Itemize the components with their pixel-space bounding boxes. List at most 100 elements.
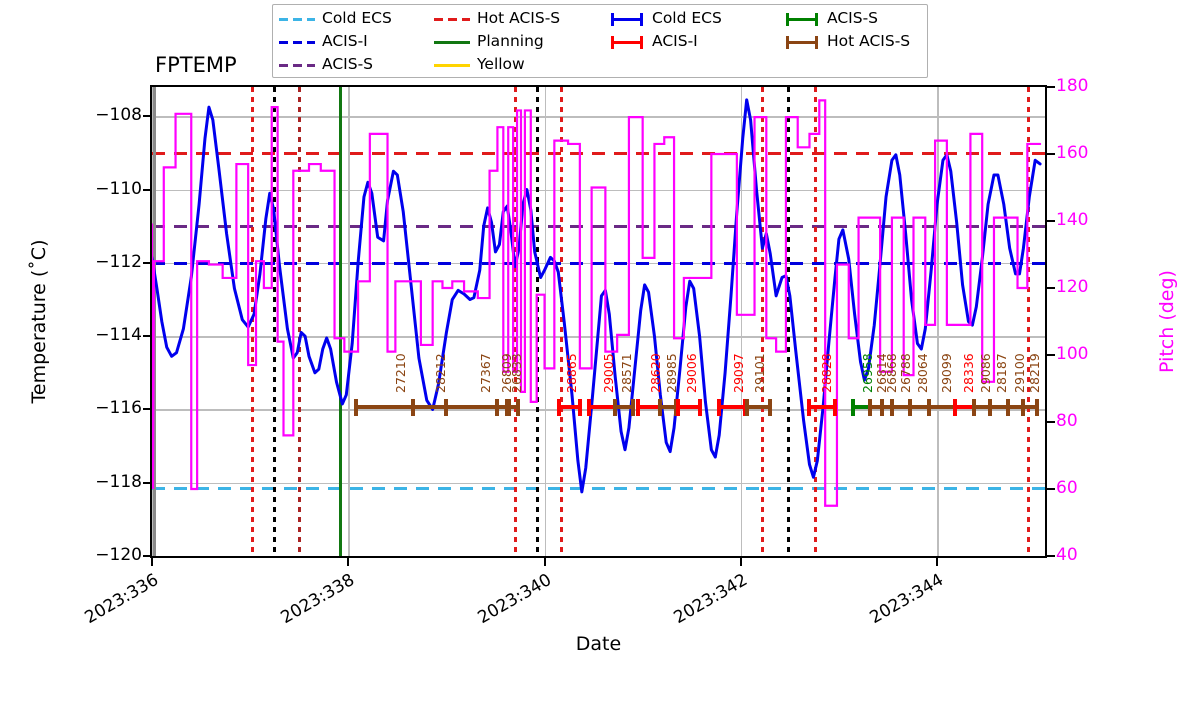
limit-line-acis-s (152, 225, 1045, 229)
y-tick-mark-right (1047, 220, 1055, 222)
obsid-label: 28985 (664, 352, 680, 393)
legend-item-acis-s-8: ACIS-S (784, 7, 935, 30)
legend-item-label: Yellow (477, 54, 525, 73)
legend-item-acis-s-2: ACIS-S (279, 53, 434, 76)
vertical-marker-9 (786, 87, 790, 556)
plot-title: FPTEMP (155, 53, 237, 77)
limit-line-cold-ecs (152, 487, 1045, 491)
grid-line-vertical (740, 87, 743, 556)
obsid-label: 28064 (915, 352, 931, 393)
limit-line-hot-acis-s (152, 151, 1045, 155)
legend-item-label: Hot ACIS-S (477, 8, 561, 27)
legend-item-cold-ecs-0: Cold ECS (279, 7, 434, 30)
y-tick-label-right: 100 (1056, 344, 1089, 364)
obsid-segment (446, 404, 498, 409)
obsid-segment (1023, 404, 1038, 409)
x-tick-mark (936, 558, 939, 566)
legend-swatch-icon (434, 35, 470, 49)
y-tick-label-right: 120 (1056, 277, 1089, 297)
obsid-segment (746, 404, 771, 409)
vertical-marker-4 (339, 87, 343, 556)
obsid-label: 28187 (993, 352, 1009, 393)
obsid-tick (768, 398, 773, 416)
y-tick-mark (143, 115, 151, 118)
obsid-label: 26788 (897, 352, 913, 393)
obsid-label: 26833 (509, 352, 525, 393)
obsid-segment (929, 404, 955, 409)
legend-swatch-icon (609, 35, 645, 49)
obsid-segment (588, 404, 616, 409)
obsid-segment (719, 404, 745, 409)
grid-line-horizontal (152, 482, 1045, 485)
obsid-tick (635, 398, 640, 416)
obsid-segment (413, 404, 447, 409)
legend-item-cold-ecs-6: Cold ECS (609, 7, 784, 30)
chart-legend: Cold ECS Hot ACIS-S Cold ECS ACIS-S ACIS-I Pl… (272, 4, 928, 78)
obsid-segment (882, 404, 892, 409)
obsid-tick (972, 398, 977, 416)
x-tick-mark (739, 558, 742, 566)
legend-swatch-icon (279, 12, 315, 26)
legend-item-planning-4: Planning (434, 30, 609, 53)
y-tick-mark-right (1047, 488, 1055, 490)
vertical-marker-11 (1027, 87, 1031, 556)
obsid-label: 29101 (752, 352, 768, 393)
obsid-segment (1007, 404, 1024, 409)
obsid-tick (675, 398, 680, 416)
y-tick-label: −110 (95, 178, 142, 199)
obsid-tick (850, 398, 855, 416)
x-tick-mark (347, 558, 350, 566)
legend-item-hot-acis-s-3: Hot ACIS-S (434, 7, 609, 30)
y-tick-mark-right (1047, 354, 1055, 356)
data-series (152, 98, 1042, 507)
vertical-marker-8 (761, 87, 765, 556)
obsid-segment (909, 404, 930, 409)
vertical-marker-10 (814, 87, 818, 556)
obsid-tick (717, 398, 722, 416)
obsid-label: 28620 (648, 352, 664, 393)
y-tick-mark-right (1047, 555, 1055, 557)
obsid-label: 28865 (564, 352, 580, 393)
legend-swatch-icon (609, 12, 645, 26)
obsid-tick (1005, 398, 1010, 416)
obsid-segment (559, 404, 580, 409)
legend-item-label: ACIS-I (322, 31, 368, 50)
legend-item-label: Cold ECS (652, 8, 722, 27)
limit-line-acis-i (152, 261, 1045, 265)
grid-line-horizontal (152, 409, 1045, 411)
obsid-segment (809, 404, 835, 409)
plot-inner: 27210 28212 27367 26809 26833 28865 29005 28571… (152, 87, 1045, 556)
legend-swatch-icon (434, 58, 470, 72)
y-tick-mark-right (1047, 287, 1055, 289)
vertical-marker-1 (251, 87, 255, 556)
obsid-tick (516, 398, 521, 416)
obsid-tick (630, 398, 635, 416)
obsid-label: 29097 (730, 352, 746, 393)
obsid-tick (658, 398, 663, 416)
obsid-segment (660, 404, 676, 409)
obsid-segment (677, 404, 700, 409)
obsid-segment (615, 404, 633, 409)
vertical-marker-5 (514, 87, 518, 556)
y-tick-label: −118 (95, 471, 142, 492)
obsid-label: 29099 (938, 352, 954, 393)
grid-line-horizontal (152, 556, 1045, 558)
y-tick-mark-right (1047, 86, 1055, 88)
obsid-label: 28828 (819, 352, 835, 393)
obsid-bar: 27210 28212 27367 26809 26833 28865 29005 28571… (152, 87, 1045, 556)
obsid-segment (356, 404, 414, 409)
obsid-label: 28336 (960, 352, 976, 393)
y-tick-mark-right (1047, 421, 1055, 423)
grid-line-horizontal (152, 189, 1045, 192)
y-tick-label-right: 40 (1056, 545, 1078, 565)
vertical-marker-2 (272, 87, 276, 556)
x-tick-mark (151, 558, 153, 566)
legend-swatch-icon (279, 58, 315, 72)
y-tick-mark (143, 555, 151, 557)
legend-swatch-icon (434, 12, 470, 26)
y-tick-label-right: 60 (1056, 478, 1078, 498)
y-tick-label-right: 160 (1056, 143, 1089, 163)
grid-line-vertical (348, 87, 350, 556)
y-tick-mark (143, 335, 151, 338)
y-axis-right-tick-labels: 180 160 140 120 100 80 60 40 (1056, 76, 1146, 565)
